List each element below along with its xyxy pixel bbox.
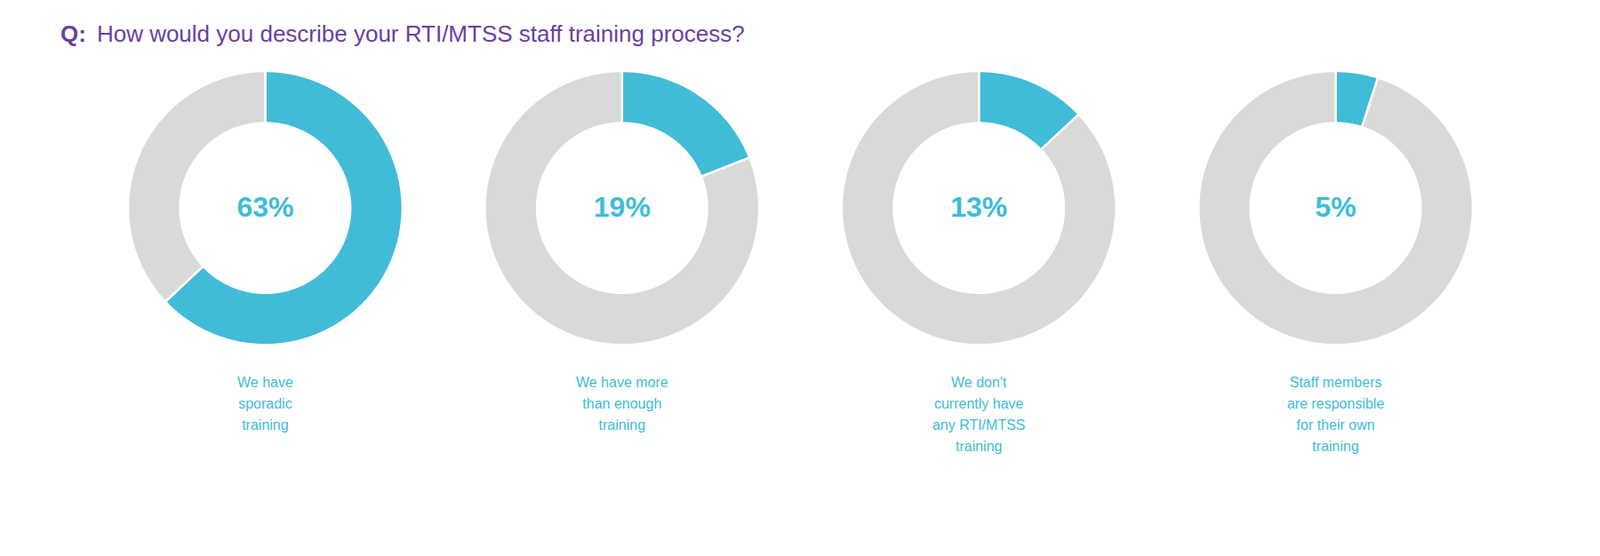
- svg-text:5%: 5%: [1314, 191, 1356, 224]
- svg-text:13%: 13%: [950, 191, 1008, 224]
- svg-text:We havesporadictraining: We havesporadictraining: [237, 375, 294, 433]
- svg-text:19%: 19%: [593, 191, 651, 224]
- html-text:Q: How would you describe your: Q: How would you describe your RTI/MTSS …: [60, 20, 745, 48]
- svg-text:We have morethan enoughtrainin: We have morethan enoughtraining: [576, 375, 669, 433]
- svg-text:Staff membersare responsiblefo: Staff membersare responsiblefor their ow…: [1287, 375, 1385, 455]
- svg-text:We don'tcurrently haveany RTI/: We don'tcurrently haveany RTI/MTSStraini…: [932, 375, 1026, 455]
- svg-text:63%: 63%: [236, 191, 294, 224]
